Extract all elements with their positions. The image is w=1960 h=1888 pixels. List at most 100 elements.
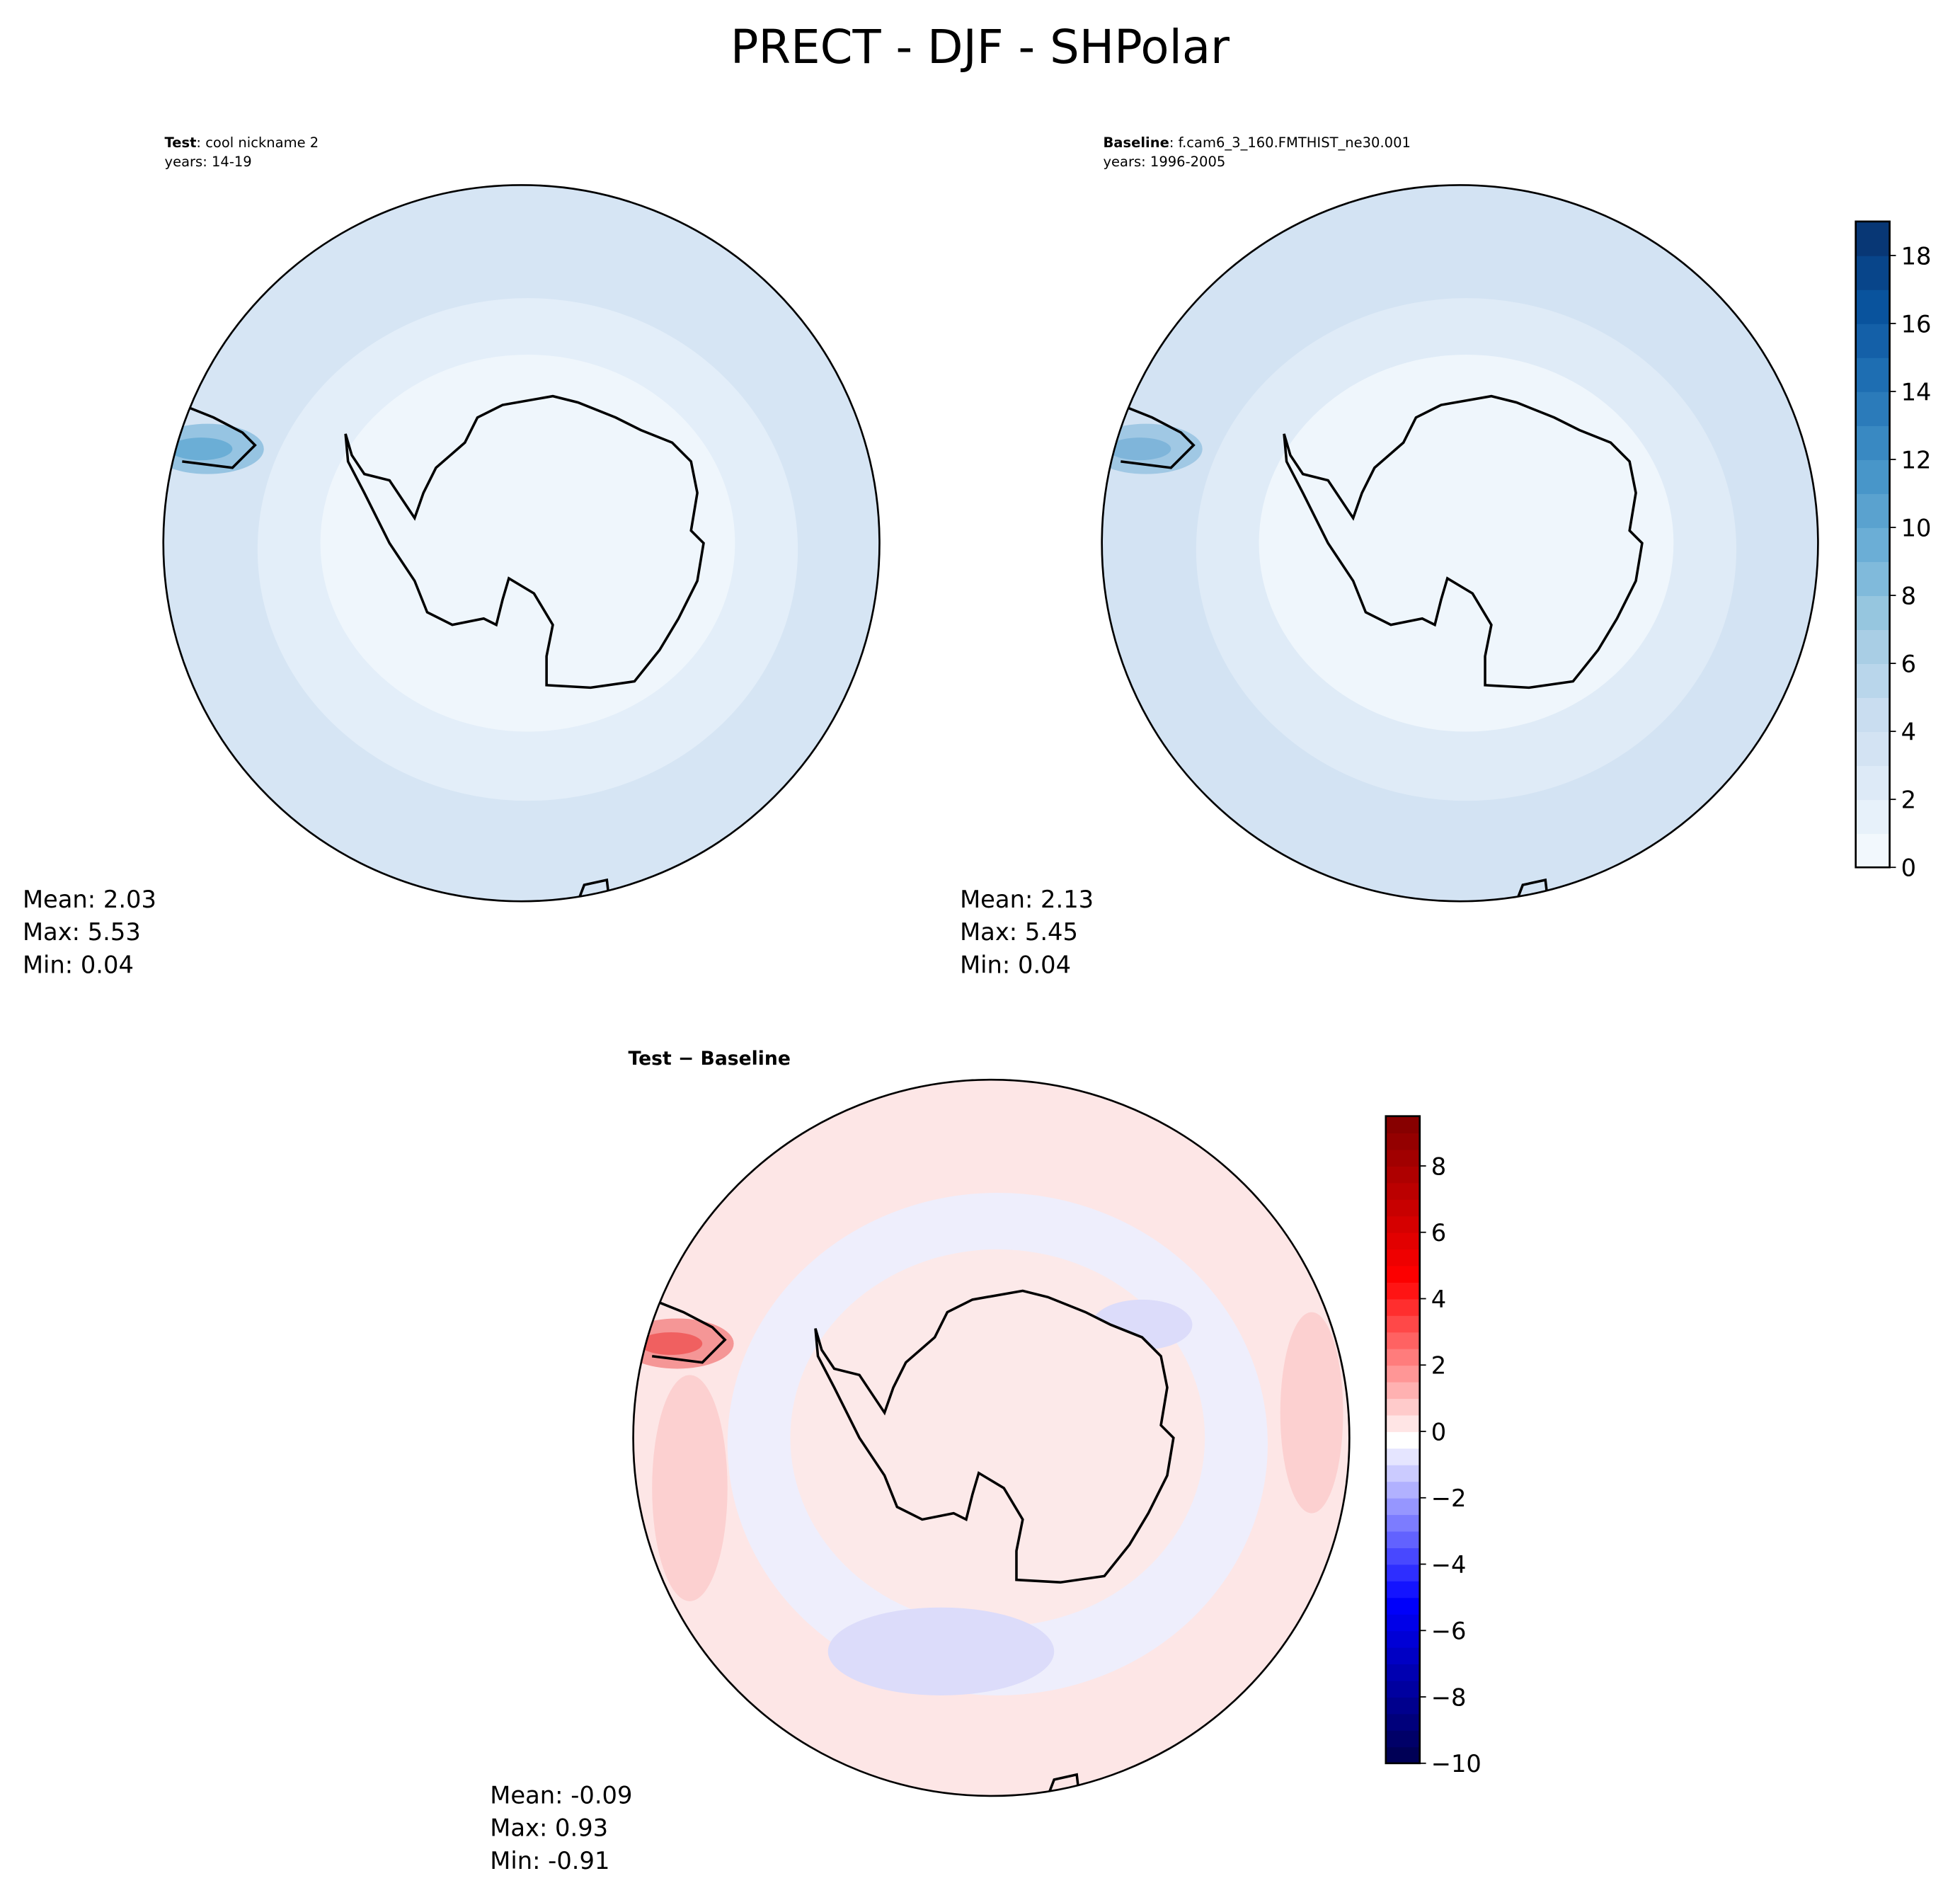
baseline-min: Min: 0.04 [960,951,1071,978]
map-field [1101,185,1818,902]
diff-colorbar-segment [1385,1298,1420,1316]
diff-colorbar-segment [1385,1315,1420,1333]
figure-title: PRECT - DJF - SHPolar [730,21,1230,74]
diff-colorbar-tick-label: 0 [1431,1418,1446,1446]
diff-colorbar-segment [1385,1746,1420,1764]
blues-colorbar-segment [1855,323,1890,358]
blues-colorbar-segment [1855,663,1890,699]
map-boundary [632,1078,1351,1797]
diff-colorbar-segment [1385,1165,1420,1184]
baseline-header: Baseline: f.cam6_3_160.FMTHIST_ne30.001 [1103,135,1410,151]
test-max: Max: 5.53 [23,918,141,946]
blues-colorbar-frame [1855,220,1891,869]
diff-colorbar-segment [1385,1531,1420,1548]
blues-colorbar-segment [1855,255,1890,290]
precip-maximum-core [639,1332,703,1355]
diff-colorbar-tick-label: 8 [1431,1152,1446,1180]
diff-colorbar-segment [1385,1664,1420,1681]
test-header: Test: cool nickname 2 [165,135,319,151]
blues-colorbar-segment [1855,799,1890,835]
blues-colorbar-tick-label: 2 [1901,786,1916,814]
diff-colorbar-segment [1385,1332,1420,1349]
blues-colorbar-segment [1855,629,1890,665]
blues-colorbar-segment [1855,833,1890,869]
diff-max: Max: 0.93 [490,1814,608,1842]
colorbar-diff: −10 −8 −6 −4 −2 0 2 4 6 8 [1385,1115,1482,1778]
diff-colorbar-segment [1385,1481,1420,1499]
diff-colorbar-segment [1385,1215,1420,1233]
blues-colorbar-segment [1855,289,1890,324]
blues-colorbar-segment [1855,561,1890,596]
blues-colorbar-segment [1855,425,1890,460]
diff-colorbar-segment [1385,1265,1420,1283]
precip-maximum-core [1108,437,1171,461]
test-header-name: : cool nickname 2 [196,135,319,151]
baseline-max: Max: 5.45 [960,918,1078,946]
diff-colorbar-segment [1385,1613,1420,1632]
blues-colorbar-segment [1855,391,1890,426]
diff-colorbar-segment [1385,1464,1420,1482]
diff-colorbar-segment [1385,1680,1420,1698]
diff-colorbar-segment [1385,1116,1420,1134]
diff-colorbar-tick-label: −10 [1431,1750,1482,1778]
south-america-coastline [651,1298,727,1364]
diff-colorbar-segment [1385,1597,1420,1615]
diff-colorbar-frame [1385,1115,1421,1765]
blues-colorbar-tick-label: 14 [1901,378,1932,406]
blues-colorbar-tick-label: 12 [1901,446,1932,474]
diff-colorbar-tick-label: −6 [1431,1618,1467,1645]
baseline-map [1101,184,1819,903]
blues-colorbar-segment [1855,493,1890,528]
blues-colorbar-tick-label: 4 [1901,719,1916,746]
diff-colorbar-tick-label: 6 [1431,1219,1446,1247]
map-boundary [162,184,881,903]
map-field [633,1080,1350,1796]
diff-colorbar-segment [1385,1348,1420,1366]
positive-anomaly [1280,1312,1343,1514]
blues-colorbar-segment [1855,221,1890,256]
diff-colorbar-segment [1385,1564,1420,1581]
diff-colorbar-segment [1385,1381,1420,1400]
baseline-mean: Mean: 2.13 [960,886,1094,913]
diff-colorbar-segment [1385,1514,1420,1532]
test-mean: Mean: 2.03 [23,886,156,913]
diff-header: Test − Baseline [629,1048,791,1070]
baseline-years: years: 1996-2005 [1103,154,1225,170]
diff-colorbar-segment [1385,1431,1420,1449]
blues-colorbar-tick-label: 10 [1901,514,1932,542]
test-map [162,184,881,903]
blues-colorbar-segment [1855,731,1890,767]
diff-colorbar-segment [1385,1497,1420,1516]
diff-colorbar-segment [1385,1182,1420,1200]
diff-colorbar-segment [1385,1448,1420,1465]
antarctica-coastline [814,1289,1175,1584]
colorbar-blues: 0 2 4 6 8 10 12 14 16 18 [1855,220,1932,882]
diff-colorbar-segment [1385,1133,1420,1150]
diff-min: Min: -0.91 [490,1847,609,1875]
diff-colorbar-segment [1385,1580,1420,1598]
diff-colorbar-tick-label: 4 [1431,1286,1446,1313]
blues-colorbar-tick-label: 0 [1901,854,1916,882]
blues-colorbar-tick-label: 16 [1901,310,1932,338]
negative-anomaly [827,1607,1055,1695]
test-years: years: 14-19 [165,154,252,170]
diff-colorbar-tick-label: −4 [1431,1551,1467,1579]
diff-colorbar-tick-label: −8 [1431,1683,1467,1711]
baseline-header-bold: Baseline [1103,135,1169,151]
blues-colorbar-segment [1855,357,1890,392]
difference-map [632,1078,1351,1797]
antarctica-coastline [1283,394,1644,690]
diff-colorbar-segment [1385,1398,1420,1416]
blues-colorbar-tick-label: 18 [1901,242,1932,270]
test-header-bold: Test [165,135,197,151]
diff-colorbar-segment [1385,1647,1420,1665]
baseline-header-name: : f.cam6_3_160.FMTHIST_ne30.001 [1169,135,1411,151]
blues-colorbar-segment [1855,527,1890,562]
diff-colorbar-segment [1385,1547,1420,1565]
blues-colorbar-tick-label: 6 [1901,651,1916,678]
diff-colorbar-segment [1385,1198,1420,1217]
blues-colorbar-segment [1855,459,1890,494]
diff-colorbar-tick-label: −2 [1431,1484,1467,1512]
blues-colorbar-segment [1855,595,1890,630]
